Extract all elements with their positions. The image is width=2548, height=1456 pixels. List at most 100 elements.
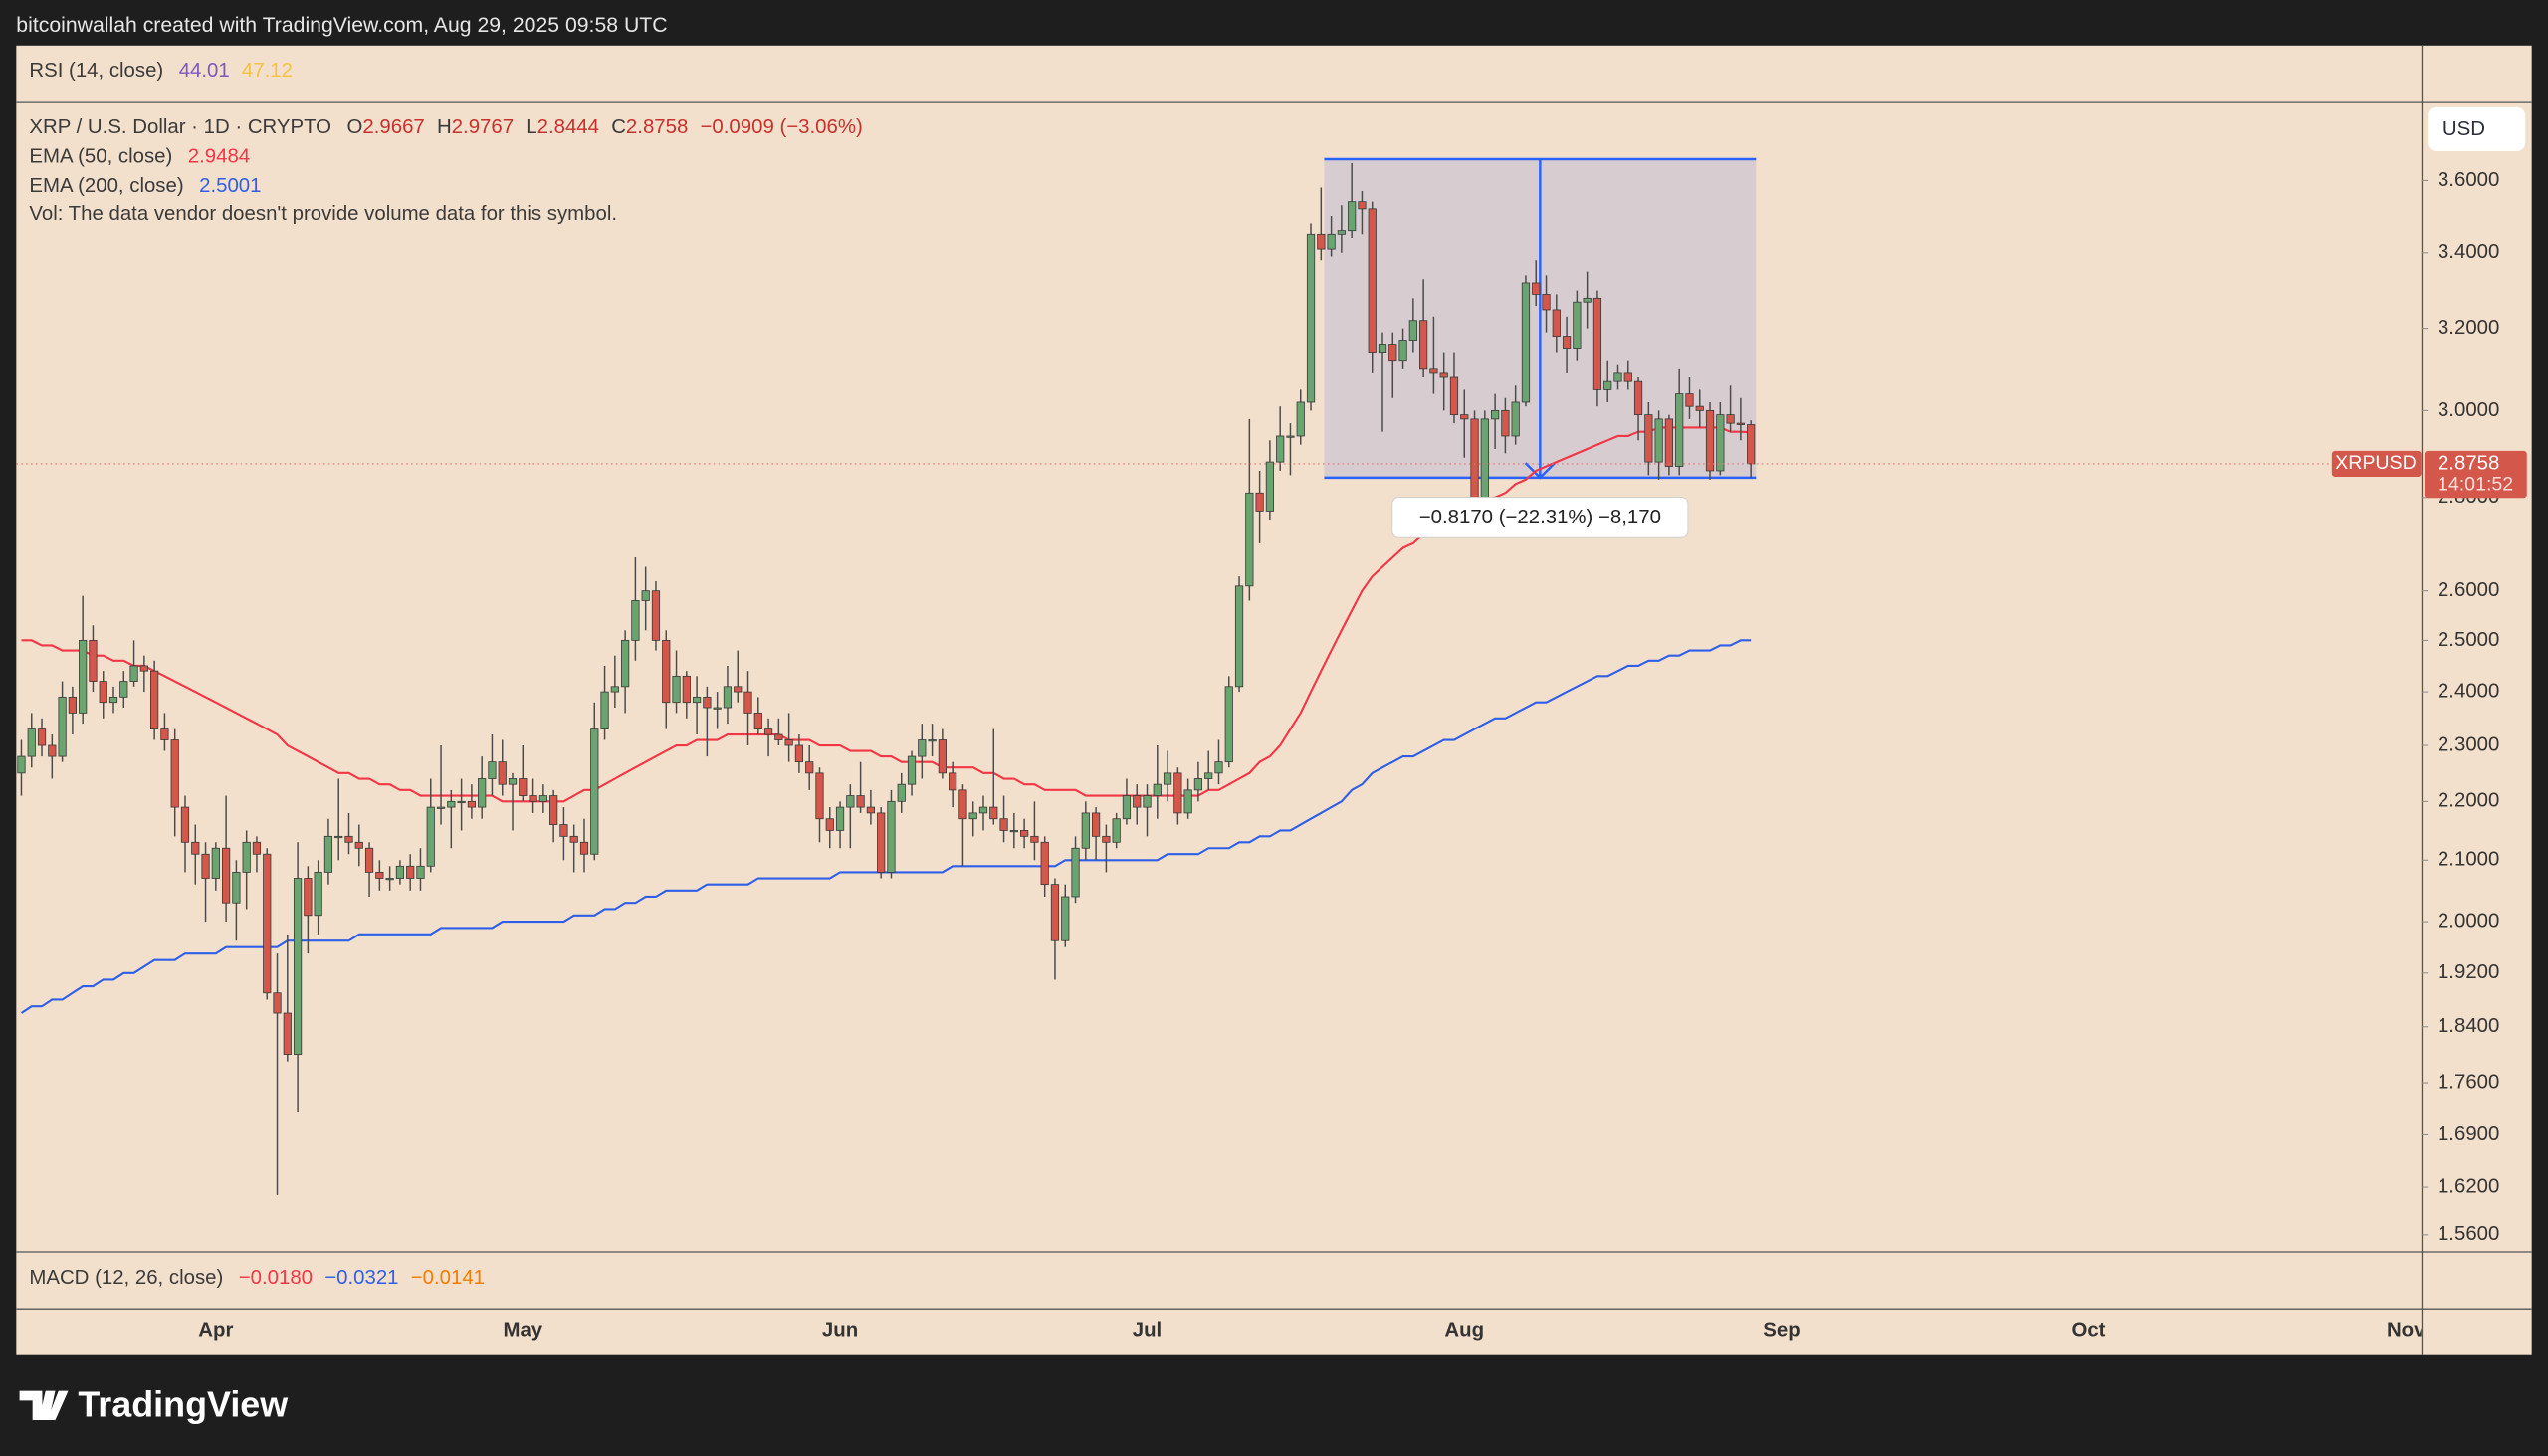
- x-tick-label: Sep: [1763, 1320, 1800, 1342]
- candle-body: [672, 675, 681, 704]
- candle-body: [1542, 294, 1551, 311]
- candle-body: [1265, 461, 1275, 512]
- y-tick-label: 2.6000: [2438, 579, 2499, 601]
- candle-body: [713, 707, 722, 710]
- macd-legend: MACD (12, 26, close) −0.0180 −0.0321 −0.…: [29, 1267, 485, 1289]
- candle-body: [907, 755, 917, 785]
- candle-body: [662, 639, 671, 704]
- y-tick-label: 1.9200: [2438, 961, 2499, 983]
- x-tick-label: Oct: [2071, 1320, 2105, 1342]
- candle-body: [1214, 761, 1223, 774]
- candle-body: [17, 755, 26, 774]
- y-tick-label: 2.1000: [2438, 849, 2499, 871]
- currency-label: USD: [2442, 118, 2485, 140]
- candle-body: [1408, 320, 1417, 341]
- candle-body: [1439, 372, 1448, 378]
- candle-body: [1255, 492, 1264, 512]
- candle-body: [692, 696, 702, 704]
- rsi-legend: RSI (14, close) 44.01 47.12: [29, 60, 293, 82]
- candle-body: [1306, 233, 1316, 403]
- candle-body: [805, 761, 814, 774]
- candle-body: [201, 853, 210, 879]
- x-tick-label: May: [503, 1320, 542, 1342]
- candle-body: [375, 871, 384, 879]
- legend-value: 2.9484: [188, 146, 250, 168]
- ohlc-value: 2.8758: [626, 116, 688, 138]
- candle-body: [1245, 492, 1254, 587]
- candle-body: [1143, 795, 1152, 808]
- candle-body: [150, 670, 159, 730]
- macd-value: −0.0141: [411, 1267, 485, 1289]
- candle-body: [815, 772, 824, 820]
- candle-body: [467, 800, 476, 808]
- candle-body: [1348, 201, 1357, 232]
- candle-body: [866, 806, 876, 814]
- candle-body: [1398, 340, 1407, 362]
- candle-body: [385, 878, 394, 881]
- candle-body: [344, 835, 353, 843]
- candle-body: [734, 686, 743, 693]
- candle-body: [1296, 401, 1305, 437]
- candle-body: [569, 835, 578, 843]
- candle-body: [222, 847, 231, 904]
- candle-body: [774, 733, 783, 740]
- candle-body: [1327, 233, 1336, 250]
- candle-body: [1071, 847, 1080, 898]
- candle-body: [334, 835, 343, 839]
- candle-body: [968, 812, 977, 820]
- ohlc-label: C: [611, 116, 626, 138]
- price-label: 2.8758: [2438, 452, 2499, 474]
- candle-body: [1388, 344, 1397, 362]
- y-tick-label: 2.4000: [2438, 680, 2499, 702]
- candle-body: [304, 878, 313, 917]
- macd-title: MACD (12, 26, close): [29, 1267, 223, 1289]
- currency-button[interactable]: [2428, 106, 2526, 151]
- candle-body: [447, 800, 456, 808]
- measure-label-box: [1391, 496, 1689, 538]
- candle-body: [1644, 414, 1653, 463]
- x-tick-label: Jul: [1133, 1320, 1162, 1342]
- candle-body: [1592, 297, 1602, 390]
- candle-body: [938, 739, 947, 774]
- candle-body: [99, 681, 107, 704]
- candle-body: [1030, 835, 1039, 843]
- y-tick-label: 2.0000: [2438, 910, 2499, 932]
- candle-body: [1358, 201, 1367, 210]
- candle-body: [498, 761, 507, 785]
- price-tag: [2424, 450, 2527, 499]
- candle-body: [825, 818, 834, 831]
- y-tick-label: 1.5600: [2438, 1223, 2499, 1245]
- ohlc-value: 2.9667: [362, 116, 424, 138]
- ema-legend: EMA (50, close) 2.9484: [29, 146, 250, 168]
- candle-body: [846, 795, 855, 808]
- x-axis: Apr May Jun Jul Aug Sep Oct Nov: [198, 1320, 2421, 1342]
- candle-body: [1623, 372, 1632, 382]
- y-tick-label: 1.6900: [2438, 1123, 2499, 1144]
- candle-body: [529, 795, 537, 802]
- x-tick-label: Apr: [198, 1320, 233, 1342]
- candle-body: [1573, 301, 1582, 349]
- rsi-value: 44.01: [179, 60, 230, 82]
- candle-body: [651, 590, 661, 641]
- candle-body: [58, 696, 67, 757]
- candle-body: [1695, 405, 1704, 411]
- candle-body: [723, 686, 733, 709]
- candle-body: [1552, 309, 1561, 337]
- candle-body: [1317, 233, 1326, 250]
- candle-body: [1020, 830, 1029, 837]
- candle-body: [1122, 795, 1132, 820]
- candle-body: [1173, 772, 1182, 814]
- candle-body: [1163, 772, 1172, 785]
- candle-body: [999, 818, 1008, 831]
- candle-body: [1286, 435, 1295, 438]
- candle-body: [1204, 772, 1213, 779]
- legend-entry: EMA (50, close): [29, 146, 172, 168]
- candle-body: [416, 865, 425, 879]
- candle-body: [1112, 818, 1121, 843]
- y-tick-label: 2.2000: [2438, 790, 2499, 812]
- candle-body: [1491, 409, 1500, 420]
- candle-body: [1050, 884, 1060, 941]
- symbol-legend: XRP / U.S. Dollar · 1D · CRYPTO O2.9667 …: [29, 116, 862, 138]
- candle-body: [1664, 418, 1674, 467]
- chart-background: [16, 45, 2532, 1355]
